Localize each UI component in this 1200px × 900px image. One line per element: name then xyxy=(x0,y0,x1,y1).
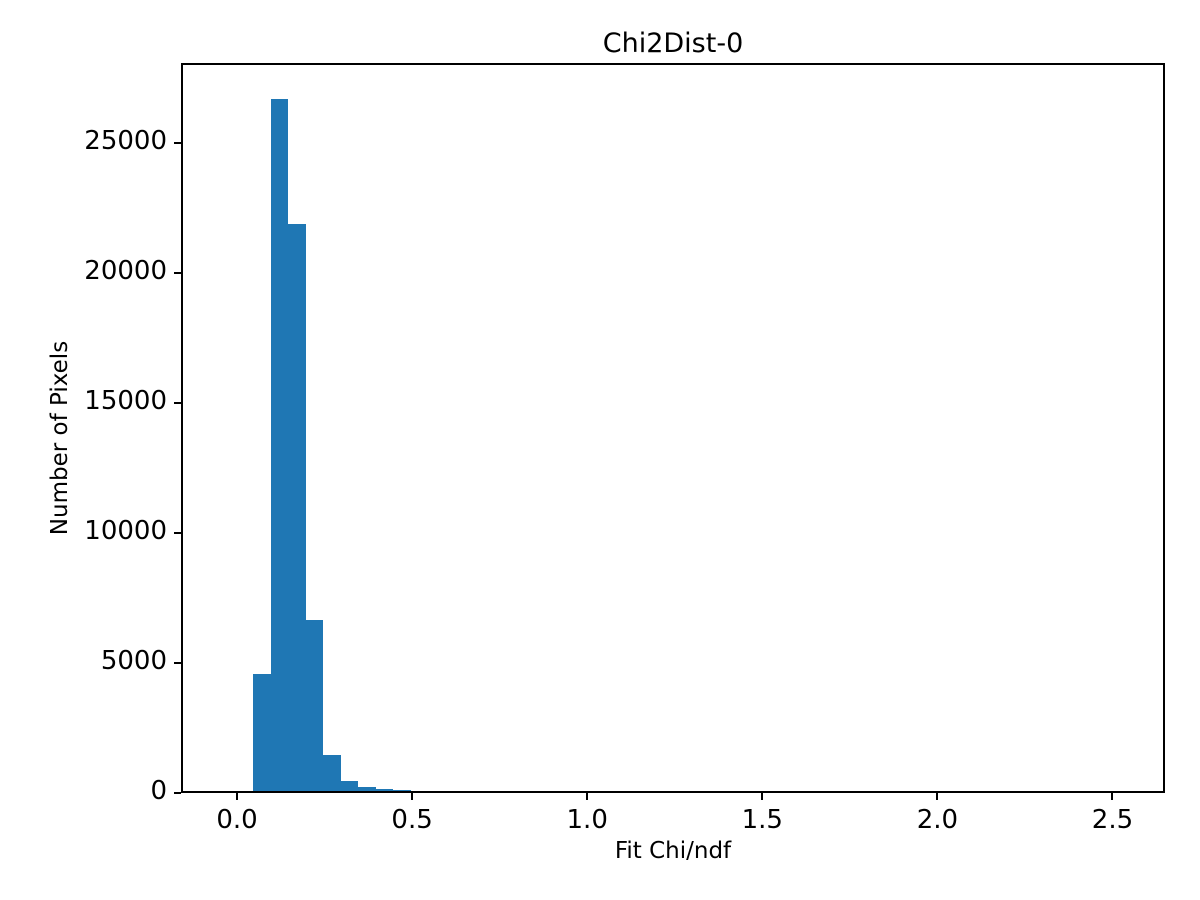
x-tick-mark xyxy=(586,793,589,800)
histogram-bar xyxy=(358,787,376,791)
y-tick-label: 0 xyxy=(150,776,167,806)
x-tick-label: 1.0 xyxy=(566,805,608,835)
histogram-bar xyxy=(253,674,271,791)
x-tick-mark xyxy=(411,793,414,800)
x-tick-mark xyxy=(936,793,939,800)
histogram-bar xyxy=(393,790,411,791)
y-tick-label: 20000 xyxy=(84,256,167,287)
x-tick-label: 0.5 xyxy=(391,805,433,835)
y-tick-mark xyxy=(174,402,181,405)
x-tick-label: 2.5 xyxy=(1091,805,1134,835)
y-tick-label: 25000 xyxy=(84,126,167,157)
x-tick-mark xyxy=(236,793,239,800)
plot-area xyxy=(181,63,1165,793)
histogram-bar xyxy=(375,789,394,791)
x-axis-label: Fit Chi/ndf xyxy=(614,838,732,864)
y-tick-mark xyxy=(174,142,181,145)
x-tick-label: 0.0 xyxy=(216,805,258,835)
y-tick-label: 5000 xyxy=(100,646,167,676)
histogram-bar xyxy=(340,780,359,791)
x-tick-mark xyxy=(1111,793,1114,800)
histogram-bar xyxy=(288,224,306,791)
histogram-bar xyxy=(270,99,289,791)
histogram-bars xyxy=(183,65,1163,791)
y-tick-mark xyxy=(174,272,181,275)
chart-title: Chi2Dist-0 xyxy=(602,28,744,59)
y-axis-label: Number of Pixels xyxy=(47,340,73,536)
x-tick-mark xyxy=(761,793,764,800)
x-tick-label: 2.0 xyxy=(916,805,959,835)
y-tick-label: 15000 xyxy=(84,386,167,417)
histogram-bar xyxy=(323,754,341,791)
y-tick-label: 10000 xyxy=(84,516,167,547)
y-tick-mark xyxy=(174,532,181,535)
histogram-bar xyxy=(305,619,324,791)
y-tick-mark xyxy=(174,792,181,794)
y-tick-mark xyxy=(174,662,181,664)
x-tick-label: 1.5 xyxy=(741,805,783,835)
